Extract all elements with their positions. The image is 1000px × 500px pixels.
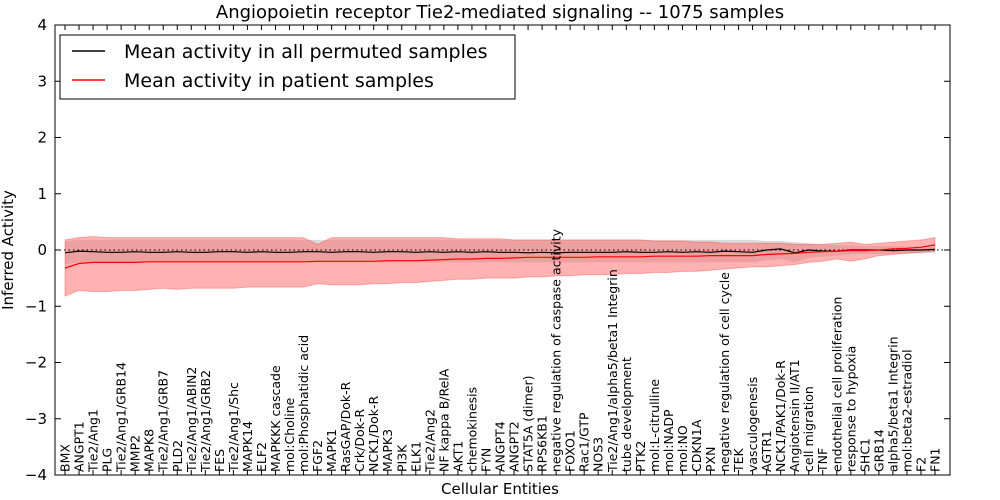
- x-category-label: Angiotensin II/AT1: [787, 359, 802, 472]
- x-category-label: Tie2/Ang1: [86, 409, 101, 473]
- x-category-label: ANGPT4: [493, 421, 508, 472]
- x-category-label: Tie2/Ang1/Shc: [226, 382, 241, 473]
- series-line-patient: [64, 244, 936, 269]
- legend-label-permuted: Mean activity in all permuted samples: [124, 41, 487, 63]
- x-category-label: PTK2: [633, 441, 648, 472]
- x-category-label: FOXO1: [563, 430, 578, 472]
- x-category-label: endothelial cell proliferation: [829, 297, 844, 472]
- x-category-label: vasculogenesis: [745, 377, 760, 472]
- x-category-label: mol:Choline: [282, 397, 297, 472]
- x-category-label: PLD2: [170, 440, 185, 472]
- x-category-label: mol:beta2-estradiol: [899, 349, 914, 472]
- x-category-label: negative regulation of caspase activity: [549, 228, 564, 472]
- x-category-label: PXN: [703, 447, 718, 472]
- chart-title: Angiopoietin receptor Tie2-mediated sign…: [216, 2, 784, 23]
- x-axis-label: Cellular Entities: [441, 480, 559, 498]
- y-tick-label: −4: [25, 466, 47, 484]
- y-tick-label: −1: [25, 297, 47, 315]
- legend-box: [59, 34, 516, 100]
- x-category-label: MAPK1: [324, 429, 339, 472]
- x-category-label: PI3K: [394, 444, 409, 472]
- legend-label-patient: Mean activity in patient samples: [124, 70, 434, 92]
- x-category-label: MAPKKK cascade: [268, 365, 283, 472]
- y-tick-label: 1: [37, 185, 47, 203]
- x-category-label: mol:NO: [675, 425, 690, 472]
- x-category-label: NF kappa B/RelA: [436, 368, 451, 472]
- x-category-label: ELK1: [408, 441, 423, 472]
- x-axis-category-labels: BMX ANGPT1 Tie2/Ang1 PLG Tie2/Ang1/GRB14 MMP2…: [58, 25, 943, 475]
- x-category-label: MAPK14: [240, 421, 255, 472]
- x-category-label: tube development: [619, 357, 634, 472]
- legend: Mean activity in all permuted samples Me…: [59, 34, 516, 100]
- x-category-label: CDKN1A: [689, 419, 704, 472]
- x-category-label: mol:L-citrulline: [647, 379, 662, 472]
- x-category-label: SHC1: [857, 438, 872, 472]
- x-category-label: Tie2/Ang1/ABIN2: [184, 367, 199, 473]
- y-axis: −4 −3 −2 −1 0 1 2 3 4: [25, 16, 950, 484]
- x-category-label: Tie2/Ang2: [422, 409, 437, 473]
- x-category-label: TEK: [731, 447, 746, 473]
- x-category-label: MAPK3: [380, 429, 395, 472]
- x-category-label: AKT1: [450, 441, 465, 472]
- x-category-label: AGTR1: [759, 430, 774, 472]
- x-category-label: FES: [212, 449, 227, 472]
- x-category-label: cell migration: [801, 386, 816, 472]
- x-category-label: NOS3: [591, 437, 606, 472]
- x-category-label: MMP2: [128, 435, 143, 472]
- y-tick-label: 0: [37, 241, 47, 259]
- y-tick-label: 3: [37, 72, 47, 90]
- x-category-label: response to hypoxia: [843, 346, 858, 472]
- x-category-label: ELF2: [254, 442, 269, 472]
- confidence-bands: [64, 235, 936, 297]
- x-category-label: alpha5/beta1 Integrin: [885, 336, 900, 472]
- x-category-label: GRB14: [871, 429, 886, 472]
- x-category-label: BMX: [58, 444, 73, 472]
- x-category-label: chemokinesis: [464, 387, 479, 472]
- x-category-label: NCK1/PAK1/Dok-R: [773, 360, 788, 472]
- x-category-label: Rac1/GTP: [577, 412, 592, 472]
- y-tick-label: −2: [25, 354, 47, 372]
- x-category-label: mol:NADP: [661, 409, 676, 472]
- x-category-label: TNF: [815, 448, 830, 473]
- x-category-label: FYN: [479, 448, 494, 472]
- x-category-label: Crk/Dok-R: [352, 409, 367, 472]
- band-patient: [64, 235, 936, 297]
- x-category-label: FGF2: [310, 440, 325, 472]
- x-category-label: Tie2/Ang1/GRB2: [198, 370, 213, 473]
- x-category-label: RasGAP/Dok-R: [338, 381, 353, 472]
- x-category-label: F2: [914, 457, 929, 472]
- x-category-label: FN1: [928, 448, 943, 473]
- series-lines: [64, 244, 936, 269]
- series-line-permuted: [64, 248, 936, 254]
- x-category-label: PLG: [100, 448, 115, 472]
- x-category-label: STAT5A (dimer): [521, 376, 536, 472]
- y-axis-label: Inferred Activity: [0, 190, 17, 310]
- x-category-label: Tie2/Ang1/alpha5/beta1 Integrin: [605, 269, 620, 473]
- x-category-label: negative regulation of cell cycle: [717, 272, 732, 472]
- y-tick-label: 4: [37, 16, 47, 34]
- x-category-label: MAPK8: [142, 429, 157, 472]
- y-tick-label: −3: [25, 410, 47, 428]
- x-category-label: NCK1/Dok-R: [366, 396, 381, 472]
- x-category-label: RPS6KB1: [535, 415, 550, 472]
- x-category-label: ANGPT1: [72, 421, 87, 472]
- x-category-label: mol:Phosphatidic acid: [296, 335, 311, 472]
- y-tick-label: 2: [37, 129, 47, 147]
- x-category-label: ANGPT2: [507, 421, 522, 472]
- x-category-label: Tie2/Ang1/GRB14: [114, 362, 129, 473]
- x-category-label: Tie2/Ang1/GRB7: [156, 370, 171, 473]
